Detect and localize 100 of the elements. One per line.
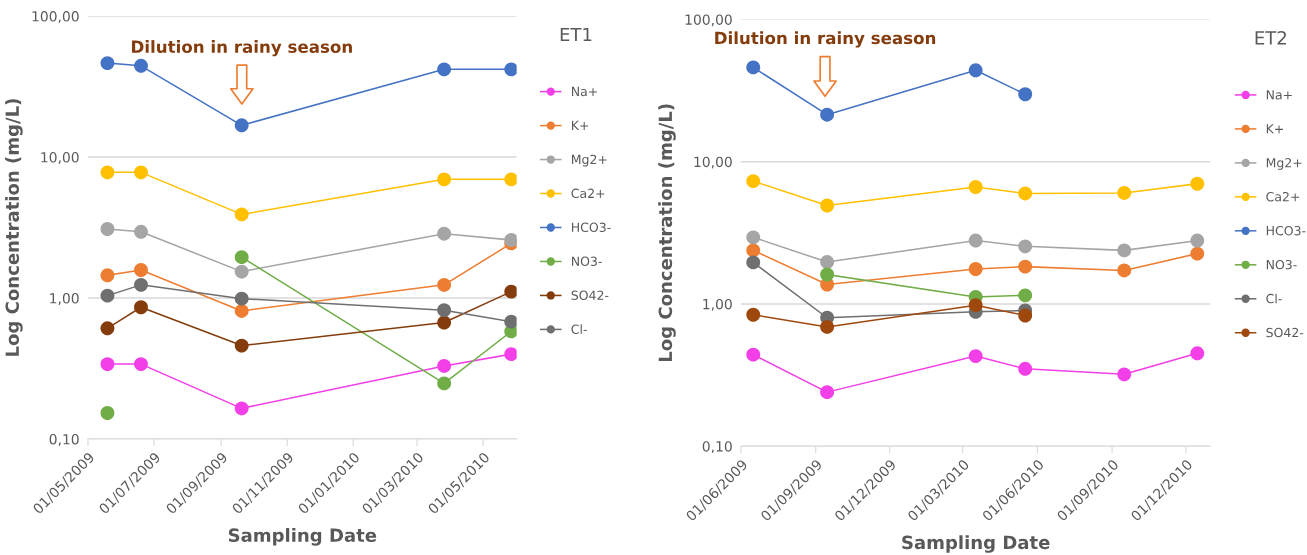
point — [1190, 176, 1205, 191]
y-tick-label: 1,00 — [50, 293, 79, 305]
annotation: Dilution in rainy season — [715, 31, 936, 48]
point — [1117, 367, 1132, 382]
point — [1018, 186, 1033, 201]
point — [1117, 186, 1132, 200]
legend-label: Na+ — [571, 86, 597, 97]
point — [1190, 246, 1205, 261]
point — [437, 358, 452, 373]
point — [134, 357, 148, 372]
y-axis-title: Log Concentration (mg/L) — [5, 99, 23, 356]
legend-label: Ca2+ — [571, 188, 605, 199]
point — [820, 319, 835, 334]
point — [968, 63, 983, 78]
point — [746, 243, 761, 258]
legend-title: ET1 — [560, 27, 592, 42]
point — [100, 56, 115, 71]
point — [504, 284, 517, 299]
point — [234, 291, 249, 306]
point — [437, 226, 452, 241]
point — [820, 198, 835, 213]
point — [820, 107, 835, 122]
point — [1018, 259, 1033, 274]
legend-label: K+ — [1266, 124, 1283, 134]
y-tick-label: 0,10 — [702, 441, 732, 454]
x-axis-title: Sampling Date — [228, 528, 377, 546]
point — [820, 255, 835, 270]
point — [820, 385, 835, 400]
point — [746, 60, 761, 75]
point — [504, 62, 517, 77]
y-tick-label: 10,00 — [41, 152, 79, 164]
point — [1117, 263, 1132, 278]
legend-label: HCO3- — [1266, 225, 1306, 236]
point — [437, 172, 452, 187]
point — [437, 277, 452, 292]
point — [1018, 361, 1033, 376]
point — [504, 347, 517, 362]
point — [968, 180, 983, 194]
legend-label: Ca2+ — [1266, 191, 1300, 202]
annotation: Dilution in rainy season — [132, 40, 352, 57]
point — [1018, 239, 1033, 254]
point — [234, 338, 249, 353]
y-axis-title: Log Concentration (mg/L) — [658, 104, 676, 362]
point — [234, 264, 249, 279]
x-axis-title: Sampling Date — [902, 535, 1050, 553]
point — [820, 267, 835, 282]
point — [100, 406, 115, 420]
point — [437, 315, 452, 330]
legend-label: SO42- — [1266, 327, 1304, 338]
point — [1190, 346, 1205, 361]
point — [746, 174, 761, 189]
point — [100, 165, 115, 180]
legend-label: Na+ — [1266, 90, 1292, 100]
y-tick-label: 1,00 — [703, 298, 732, 311]
point — [1018, 288, 1033, 303]
point — [437, 376, 452, 391]
point — [100, 268, 115, 283]
point — [134, 300, 148, 315]
point — [134, 263, 148, 277]
point — [234, 303, 249, 318]
legend-label: K+ — [571, 120, 589, 130]
legend-label: Mg2+ — [571, 154, 607, 167]
point — [746, 347, 761, 362]
legend-label: SO42- — [571, 290, 609, 300]
y-tick-label: 0,10 — [49, 433, 79, 446]
point — [504, 172, 517, 187]
point — [437, 62, 452, 77]
point — [437, 303, 452, 318]
y-tick-label: 100,00 — [685, 14, 732, 27]
point — [234, 207, 249, 222]
point — [134, 224, 148, 239]
y-tick-label: 100,00 — [32, 11, 79, 23]
point — [968, 262, 983, 276]
y-tick-label: 10,00 — [694, 156, 732, 169]
point — [134, 277, 148, 292]
point — [100, 357, 115, 372]
legend-label: NO3- — [571, 256, 602, 267]
point — [746, 230, 761, 245]
point — [1018, 308, 1033, 323]
point — [504, 314, 517, 329]
legend-title: ET2 — [1255, 30, 1286, 45]
point — [746, 307, 761, 322]
point — [504, 233, 517, 247]
legend-label: Mg2+ — [1266, 157, 1302, 170]
point — [234, 401, 249, 416]
point — [1190, 233, 1205, 248]
legend-label: Cl- — [571, 324, 587, 334]
point — [100, 222, 115, 236]
point — [1117, 243, 1132, 258]
point — [1018, 87, 1033, 102]
point — [100, 321, 115, 336]
point — [234, 250, 249, 265]
point — [100, 288, 115, 303]
point — [746, 255, 761, 270]
legend-label: NO3- — [1266, 259, 1297, 270]
point — [968, 233, 983, 248]
legend-label: Cl- — [1266, 293, 1282, 304]
point — [968, 349, 983, 364]
point — [968, 298, 983, 313]
point — [134, 58, 148, 73]
